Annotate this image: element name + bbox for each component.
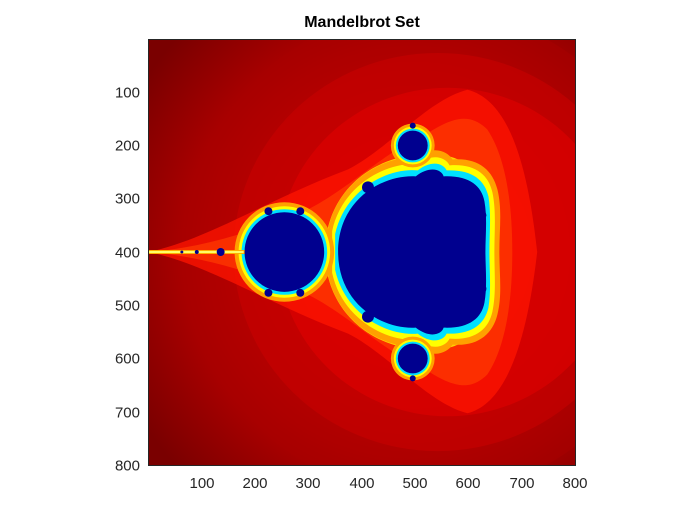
- mandelbrot-image: [149, 40, 575, 465]
- x-tick-label: 700: [509, 475, 535, 492]
- x-tick-label: 100: [189, 475, 215, 492]
- y-tick-label: 600: [114, 350, 140, 368]
- plot-title: Mandelbrot Set: [304, 14, 420, 31]
- x-tick-label: 400: [349, 475, 375, 492]
- image-axes: [148, 39, 576, 466]
- x-tick-label: 800: [562, 475, 588, 492]
- set-interior: [180, 122, 487, 382]
- x-tick-label: 300: [295, 475, 321, 492]
- y-tick-label: 800: [114, 457, 140, 475]
- y-tick-label: 700: [114, 404, 140, 422]
- y-tick-label: 400: [114, 244, 140, 262]
- y-tick-label: 500: [114, 297, 140, 315]
- x-tick-label: 500: [402, 475, 428, 492]
- x-tick-label: 600: [455, 475, 481, 492]
- y-tick-label: 200: [114, 137, 140, 155]
- y-tick-label: 100: [114, 84, 140, 102]
- y-tick-label: 300: [114, 190, 140, 208]
- x-tick-label: 200: [242, 475, 268, 492]
